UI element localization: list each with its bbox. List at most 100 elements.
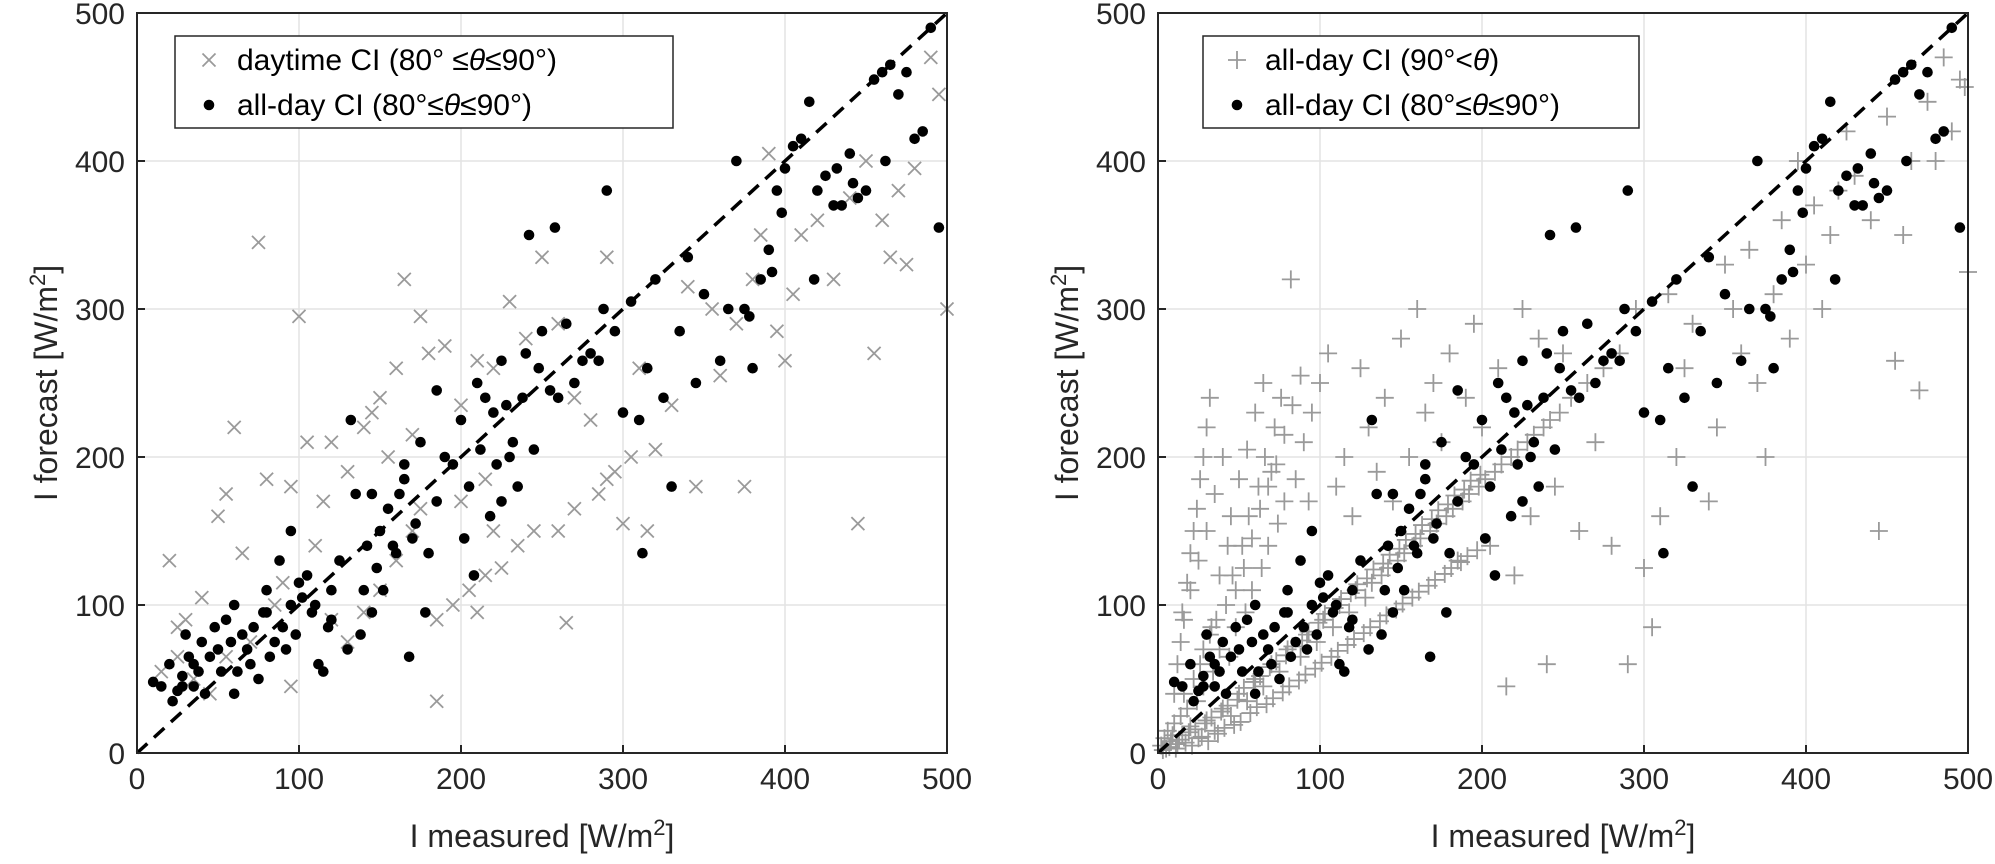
data-point xyxy=(1471,465,1490,484)
data-point xyxy=(1797,207,1809,219)
data-point xyxy=(1505,566,1524,585)
data-point xyxy=(507,436,519,448)
data-point xyxy=(601,185,613,196)
data-point xyxy=(1849,200,1860,211)
data-point xyxy=(826,272,841,287)
data-point xyxy=(480,392,491,404)
data-point xyxy=(1363,644,1374,655)
data-point xyxy=(463,481,475,492)
data-point xyxy=(235,546,250,561)
data-point xyxy=(648,442,663,457)
data-point xyxy=(737,479,752,494)
data-point xyxy=(1484,481,1496,492)
data-point xyxy=(1312,653,1331,672)
data-point xyxy=(1327,477,1346,496)
data-point xyxy=(593,355,604,367)
data-point xyxy=(1191,470,1210,489)
data-point xyxy=(779,163,791,174)
data-point xyxy=(1197,418,1216,437)
x-tick-label: 100 xyxy=(1295,763,1345,796)
data-point xyxy=(847,177,859,189)
data-point xyxy=(810,213,825,228)
data-point xyxy=(259,472,274,487)
data-point xyxy=(933,222,945,233)
y-tick-label: 0 xyxy=(1129,738,1146,771)
data-point xyxy=(324,435,339,450)
data-point xyxy=(1259,477,1278,496)
data-point xyxy=(1829,274,1841,285)
data-point xyxy=(1306,525,1318,537)
data-point xyxy=(1865,148,1877,159)
data-point xyxy=(1663,362,1674,374)
data-point xyxy=(291,309,307,324)
data-point xyxy=(1254,677,1273,696)
data-point xyxy=(533,362,545,374)
y-tick-label: 200 xyxy=(75,442,125,475)
data-point xyxy=(455,414,467,426)
y-tick-label: 100 xyxy=(75,590,125,623)
data-point xyxy=(1396,530,1415,549)
data-point xyxy=(745,272,760,287)
data-point xyxy=(623,449,639,465)
legend-marker xyxy=(201,52,217,68)
data-point xyxy=(1189,551,1208,570)
data-point xyxy=(642,362,653,374)
data-point xyxy=(1719,288,1731,300)
data-point xyxy=(510,538,525,553)
data-point xyxy=(1528,436,1540,448)
data-point xyxy=(1800,163,1812,174)
data-point xyxy=(1537,655,1556,674)
data-point xyxy=(755,274,766,285)
data-point xyxy=(290,629,302,640)
data-point xyxy=(1217,636,1229,648)
data-point xyxy=(421,346,436,361)
data-point xyxy=(1392,562,1404,574)
legend-marker xyxy=(1231,99,1243,111)
y-tick-label: 400 xyxy=(75,146,125,179)
data-point xyxy=(502,294,517,309)
data-point xyxy=(637,547,648,559)
data-point xyxy=(484,510,496,522)
data-point xyxy=(437,338,452,354)
data-point xyxy=(1456,388,1475,407)
data-point xyxy=(326,584,337,596)
data-point xyxy=(517,392,528,404)
data-point xyxy=(1497,677,1516,696)
data-point xyxy=(232,666,243,677)
legend-label: all-day CI (90°<θ) xyxy=(1265,44,1499,77)
data-point xyxy=(204,651,216,663)
data-point xyxy=(1319,344,1338,363)
data-point xyxy=(1570,222,1582,233)
data-point xyxy=(1635,559,1653,577)
data-point xyxy=(1366,414,1378,426)
data-point xyxy=(1914,89,1925,100)
data-point xyxy=(1711,377,1723,389)
data-point xyxy=(617,407,629,418)
data-point xyxy=(389,553,404,568)
y-tick-label: 500 xyxy=(1096,0,1146,31)
data-point xyxy=(1272,388,1291,407)
data-point xyxy=(1398,584,1410,596)
data-point xyxy=(1651,507,1670,526)
data-point xyxy=(1926,152,1945,170)
data-point xyxy=(1215,718,1234,737)
x-tick-label: 400 xyxy=(760,763,810,796)
data-point xyxy=(1415,488,1426,500)
data-point xyxy=(389,361,404,376)
data-point xyxy=(569,377,580,389)
data-point xyxy=(1267,455,1286,474)
data-point xyxy=(1274,673,1285,685)
data-point xyxy=(744,311,755,322)
data-point xyxy=(458,533,470,544)
data-point xyxy=(899,257,914,272)
data-point xyxy=(1544,229,1556,241)
data-point xyxy=(761,146,776,161)
data-point xyxy=(1209,658,1220,670)
data-point xyxy=(1658,547,1669,559)
data-point xyxy=(599,250,614,265)
data-point xyxy=(1280,677,1299,696)
data-point xyxy=(785,287,801,302)
panel-right-x-axis-title: I measured [W/m2] xyxy=(1431,815,1696,854)
data-point xyxy=(1199,732,1218,751)
data-point xyxy=(501,399,512,411)
